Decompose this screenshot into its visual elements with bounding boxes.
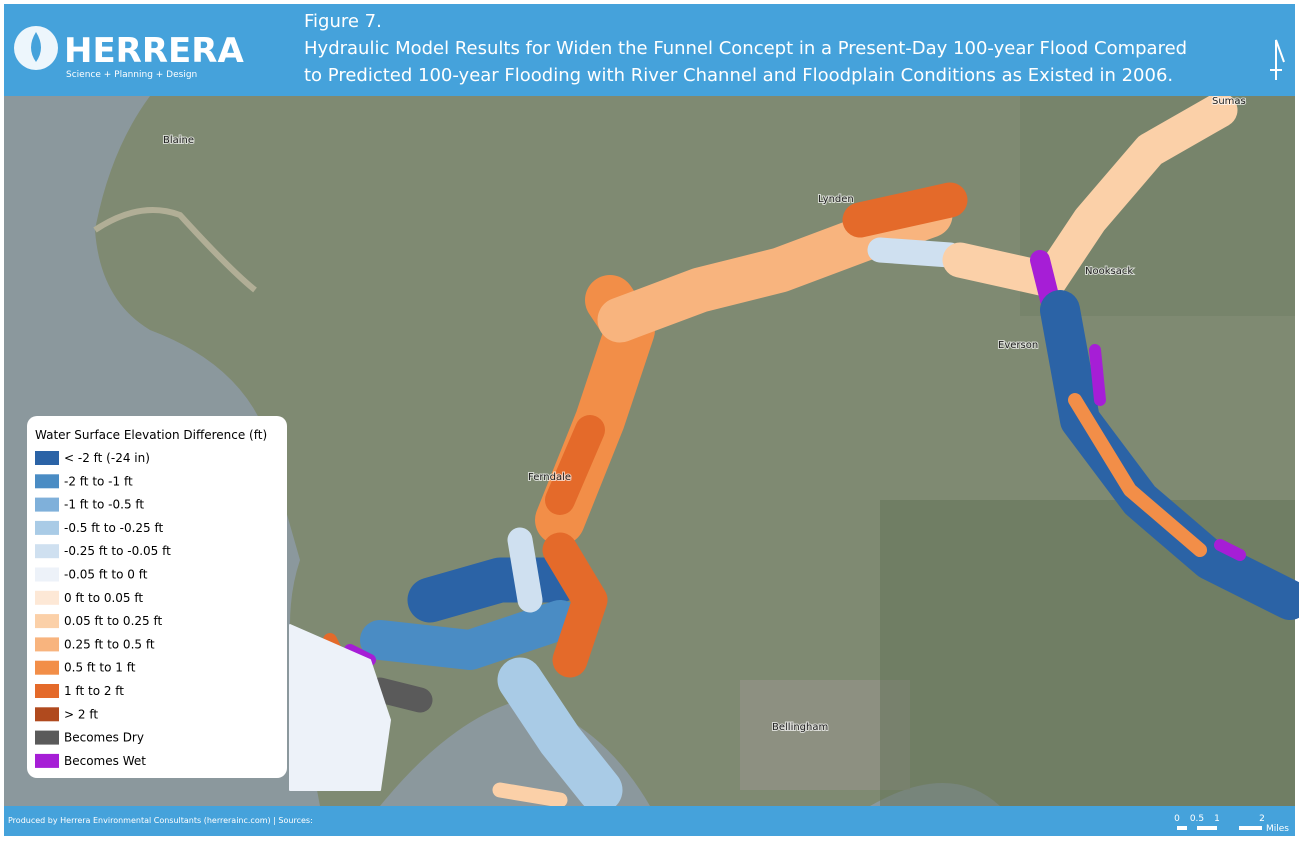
scale-bar-segment: [1187, 826, 1197, 830]
legend-label: -2 ft to -1 ft: [64, 474, 133, 488]
place-label: Bellingham: [772, 722, 828, 733]
scale-label: 0: [1174, 814, 1180, 824]
legend-label: 0.25 ft to 0.5 ft: [64, 637, 155, 651]
logo-drop: [31, 32, 41, 62]
scale-unit: Miles: [1266, 824, 1289, 834]
legend-label: > 2 ft: [64, 707, 98, 721]
figure-title: Hydraulic Model Results for Widen the Fu…: [304, 38, 1187, 59]
legend-swatch: [35, 520, 59, 535]
legend-label: Becomes Wet: [64, 754, 146, 768]
legend-swatch: [35, 614, 59, 629]
legend-label: < -2 ft (-24 in): [64, 451, 150, 465]
legend-swatch: [35, 753, 59, 768]
legend-swatch: [35, 730, 59, 745]
legend-swatch: [35, 451, 59, 465]
scale-bar-segment: [1217, 826, 1239, 830]
legend-swatch: [35, 660, 59, 675]
header-band: [4, 4, 1295, 96]
place-labels: Blaine Lynden Sumas Nooksack Everson Fer…: [162, 95, 1247, 734]
legend-swatch: [35, 637, 59, 652]
flood-results: [289, 92, 1299, 813]
legend-swatch: [35, 497, 59, 512]
place-label: Nooksack: [1085, 266, 1133, 277]
legend-label: -0.5 ft to -0.25 ft: [64, 521, 164, 535]
legend-swatch: [35, 567, 59, 582]
logo-name: HERRERA: [64, 31, 244, 71]
legend-label: -0.25 ft to -0.05 ft: [64, 544, 171, 558]
scale-label: 0.5: [1190, 814, 1204, 824]
legend-label: -0.05 ft to 0 ft: [64, 568, 148, 582]
place-label: Everson: [998, 340, 1038, 351]
figure-number: Figure 7.: [304, 11, 382, 32]
legend-label: 0 ft to 0.05 ft: [64, 591, 143, 605]
scale-label: 1: [1214, 814, 1220, 824]
north-arrow: [1270, 39, 1285, 80]
legend-swatch: [35, 544, 59, 559]
legend: Water Surface Elevation Difference (ft) …: [27, 416, 287, 778]
scale-label: 2: [1259, 814, 1265, 824]
place-label: Sumas: [1212, 96, 1246, 107]
legend-swatch: [35, 590, 59, 605]
legend-title: Water Surface Elevation Difference (ft): [35, 428, 267, 442]
legend-label: 0.05 ft to 0.25 ft: [64, 614, 162, 628]
legend-swatch: [35, 684, 59, 698]
legend-label: Becomes Dry: [64, 731, 144, 745]
legend-swatch: [35, 707, 59, 722]
place-label: Ferndale: [528, 472, 571, 483]
legend-label: 1 ft to 2 ft: [64, 684, 124, 698]
legend-swatch: [35, 474, 59, 489]
legend-label: 0.5 ft to 1 ft: [64, 661, 136, 675]
place-label: Lynden: [818, 194, 854, 205]
legend-box: [27, 416, 287, 778]
logo-tagline: Science + Planning + Design: [66, 70, 197, 80]
figure-title: to Predicted 100-year Flooding with Rive…: [304, 65, 1173, 86]
legend-label: -1 ft to -0.5 ft: [64, 498, 144, 512]
place-label: Blaine: [163, 135, 194, 146]
footer-credit: Produced by Herrera Environmental Consul…: [8, 816, 313, 825]
footer-band: [4, 806, 1295, 836]
